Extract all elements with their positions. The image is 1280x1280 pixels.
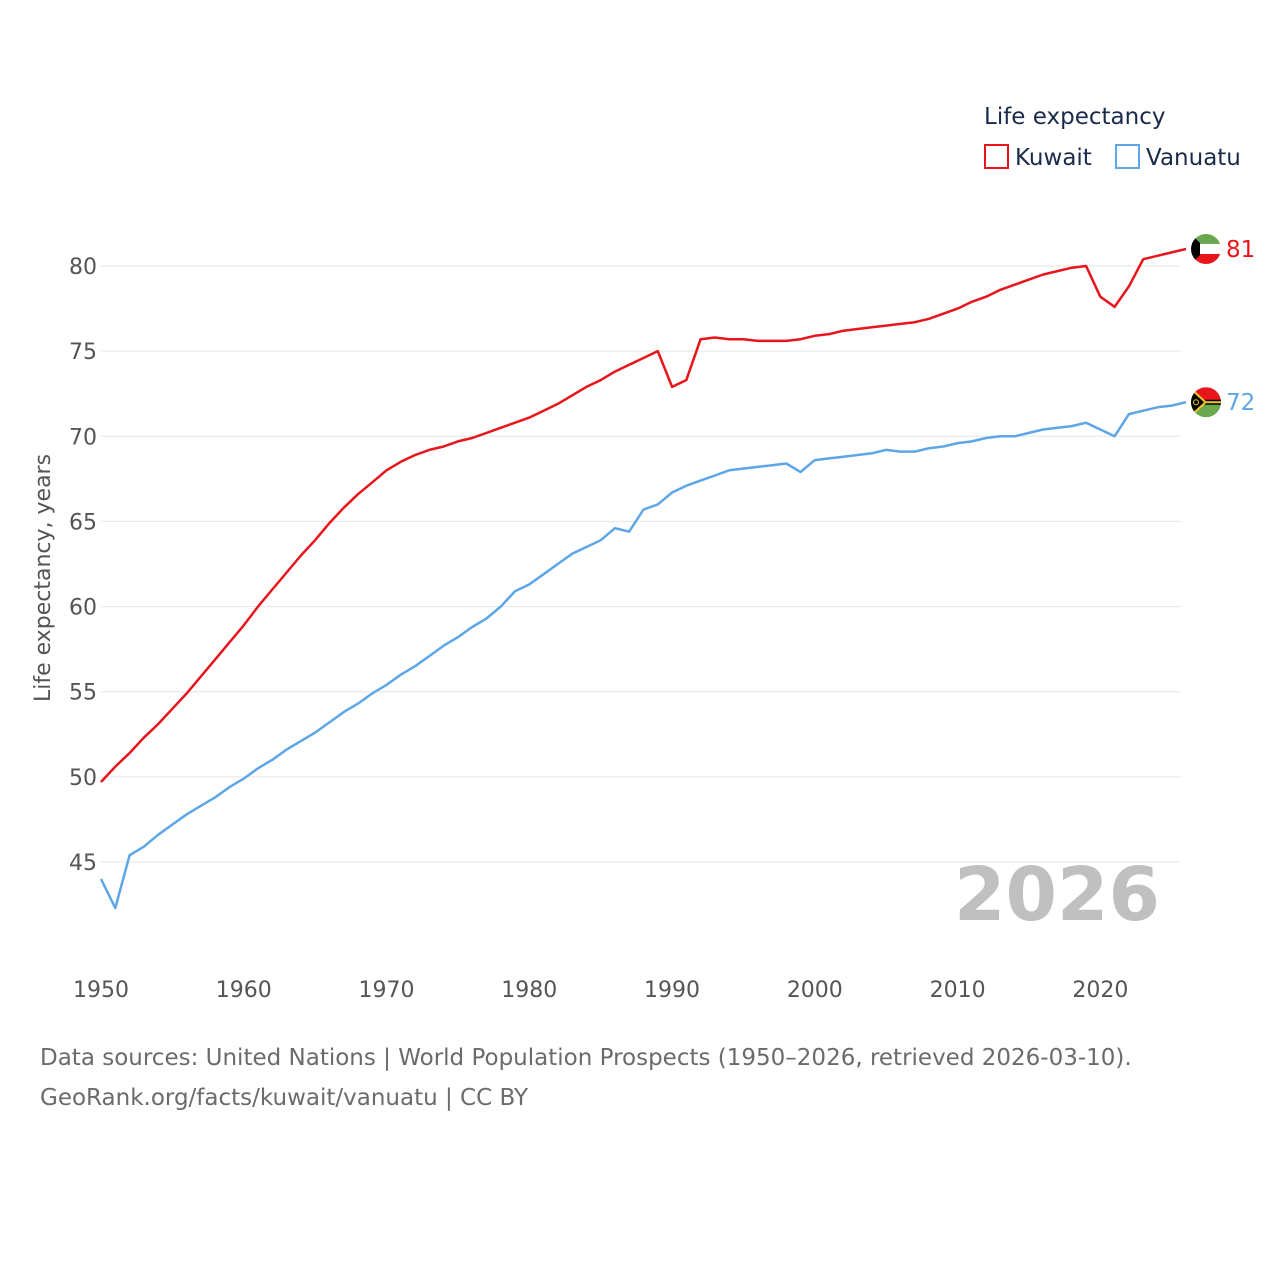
legend-title: Life expectancy [984, 104, 1165, 130]
grid-lines [101, 265, 1181, 863]
y-tick-label-60: 60 [69, 596, 97, 621]
y-axis-ticks: 45 50 55 60 65 70 75 80 [69, 255, 97, 876]
y-tick-label-55: 55 [69, 681, 97, 706]
legend-item-vanuatu[interactable]: Vanuatu [1115, 144, 1241, 171]
y-tick-label-65: 65 [69, 510, 97, 535]
x-tick-label-2010: 2010 [930, 978, 986, 1003]
x-tick-label-1950: 1950 [73, 978, 129, 1003]
end-label-vanuatu: 72 [1226, 390, 1255, 416]
legend-label-kuwait: Kuwait [1015, 145, 1092, 171]
data-sources-note: Data sources: United Nations | World Pop… [40, 1045, 1132, 1071]
legend: Life expectancy Kuwait Vanuatu [984, 104, 1241, 171]
x-tick-label-2020: 2020 [1072, 978, 1128, 1003]
end-markers: 81 72 [1191, 233, 1255, 418]
series-line-vanuatu[interactable] [99, 400, 1187, 910]
y-tick-label-45: 45 [69, 851, 97, 876]
legend-item-kuwait[interactable]: Kuwait [984, 144, 1092, 171]
attribution-link[interactable]: GeoRank.org/facts/kuwait/vanuatu | CC BY [40, 1085, 529, 1111]
y-tick-label-80: 80 [69, 255, 97, 280]
legend-swatch-vanuatu [1115, 144, 1140, 169]
x-tick-label-1960: 1960 [216, 978, 272, 1003]
y-tick-label-70: 70 [69, 425, 97, 450]
x-tick-label-1980: 1980 [501, 978, 557, 1003]
x-axis-ticks: 1950 1960 1970 1980 1990 2000 2010 2020 [73, 978, 1128, 1003]
series-lines [99, 247, 1187, 910]
x-tick-label-1990: 1990 [644, 978, 700, 1003]
y-tick-label-50: 50 [69, 766, 97, 791]
x-tick-label-1970: 1970 [359, 978, 415, 1003]
x-tick-label-2000: 2000 [787, 978, 843, 1003]
y-tick-label-75: 75 [69, 340, 97, 365]
vanuatu-flag-icon [1191, 387, 1221, 418]
series-line-kuwait[interactable] [100, 247, 1187, 783]
y-axis-title: Life expectancy, years [31, 454, 56, 702]
legend-swatch-kuwait [984, 144, 1009, 169]
legend-label-vanuatu: Vanuatu [1146, 145, 1241, 171]
current-year-watermark: 2026 [954, 852, 1160, 938]
end-label-kuwait: 81 [1226, 237, 1255, 263]
kuwait-flag-icon [1191, 233, 1221, 264]
